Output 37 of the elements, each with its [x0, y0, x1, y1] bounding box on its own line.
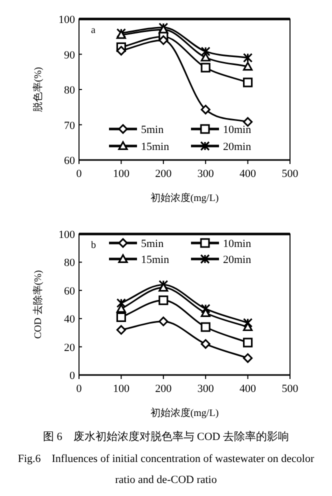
x-tick-label: 200 [155, 168, 172, 180]
x-tick-label: 400 [240, 168, 257, 180]
x-tick-label: 200 [155, 383, 172, 395]
legend-label: 15min [141, 254, 170, 266]
legend-label: 10min [223, 124, 252, 136]
y-tick-label: 100 [58, 14, 76, 26]
caption: Fig.6 Influences of initial concentration of wastewater on decolor ratio and de-COD ratio [18, 453, 314, 486]
y-tick-label: 100 [58, 229, 76, 241]
y-axis-title: 脱色率(%) [32, 67, 44, 112]
y-tick-label: 40 [64, 314, 76, 326]
y-tick-label: 80 [64, 257, 76, 270]
x-tick-label: 500 [282, 168, 299, 180]
x-tick-label: 300 [197, 383, 214, 395]
legend-label: 20min [223, 141, 252, 153]
y-tick-label: 80 [64, 84, 76, 96]
x-tick-label: 500 [282, 383, 299, 395]
annotation: a [91, 25, 96, 36]
x-tick-label: 300 [197, 168, 214, 180]
x-tick-label: 100 [112, 383, 130, 395]
y-tick-label: 90 [64, 49, 76, 62]
annotation: b [91, 240, 96, 251]
legend-label: 15min [141, 141, 170, 153]
x-tick-label: 100 [112, 168, 130, 180]
y-tick-label: 60 [64, 285, 76, 298]
y-axis-title: COD 去除率(%) [32, 270, 44, 339]
legend-label: 5min [141, 124, 164, 136]
legend-label: 20min [223, 254, 252, 266]
legend-label: 5min [141, 238, 164, 250]
caption: 图 6 废水初始浓度对脱色率与 COD 去除率的影响 [43, 430, 289, 443]
y-tick-label: 70 [64, 120, 76, 132]
x-tick-label: 400 [240, 383, 257, 395]
y-tick-label: 60 [64, 155, 76, 167]
legend-label: 10min [223, 238, 252, 250]
x-axis-title: 初始浓度(mg/L) [150, 407, 219, 419]
y-tick-label: 20 [64, 342, 76, 354]
x-axis-title: 初始浓度(mg/L) [150, 192, 219, 204]
y-tick-label: 0 [70, 370, 76, 382]
